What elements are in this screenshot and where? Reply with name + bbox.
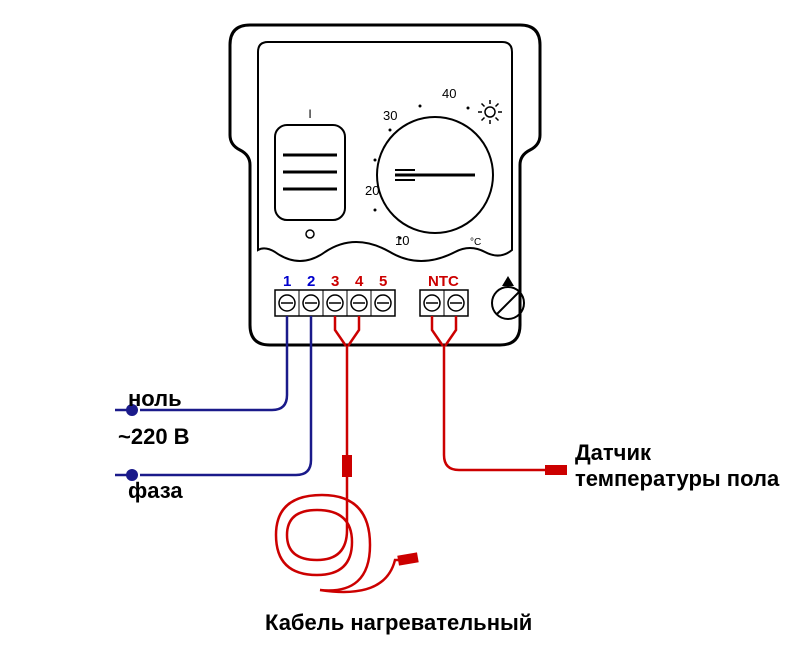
label-sensor-line1: Датчик	[575, 440, 651, 466]
label-heating-cable: Кабель нагревательный	[265, 610, 532, 636]
temperature-dial: 10 20 30 40 °C	[365, 86, 502, 248]
terminal-label-4: 4	[355, 273, 364, 290]
terminal-label-2: 2	[307, 273, 315, 290]
dial-tick-20: 20	[365, 183, 379, 198]
terminal-label-ntc: NTC	[428, 273, 459, 290]
label-phase: фаза	[128, 478, 183, 504]
wiring-diagram: I 10 20 30 40 °C	[0, 0, 799, 658]
label-voltage: ~220 В	[118, 424, 190, 450]
terminal-block-main: 1 2 3 4 5	[275, 273, 395, 316]
label-neutral: ноль	[128, 386, 182, 412]
terminal-block-ntc: NTC	[420, 273, 468, 316]
sun-icon	[478, 100, 502, 124]
dial-unit-label: °C	[470, 237, 481, 248]
terminal-label-5: 5	[379, 273, 387, 290]
thermostat-device: I 10 20 30 40 °C	[230, 25, 540, 345]
dial-tick-40: 40	[442, 86, 456, 101]
switch-on-label: I	[308, 107, 311, 121]
switch-off-label	[306, 230, 314, 238]
wire-heating-cable	[276, 316, 419, 592]
terminal-label-1: 1	[283, 273, 291, 290]
dial-tick-10: 10	[395, 233, 409, 248]
label-sensor-line2: температуры пола	[575, 466, 779, 492]
terminal-label-3: 3	[331, 273, 339, 290]
dial-tick-30: 30	[383, 108, 397, 123]
power-switch: I	[275, 107, 345, 238]
wire-temperature-sensor	[432, 316, 567, 475]
